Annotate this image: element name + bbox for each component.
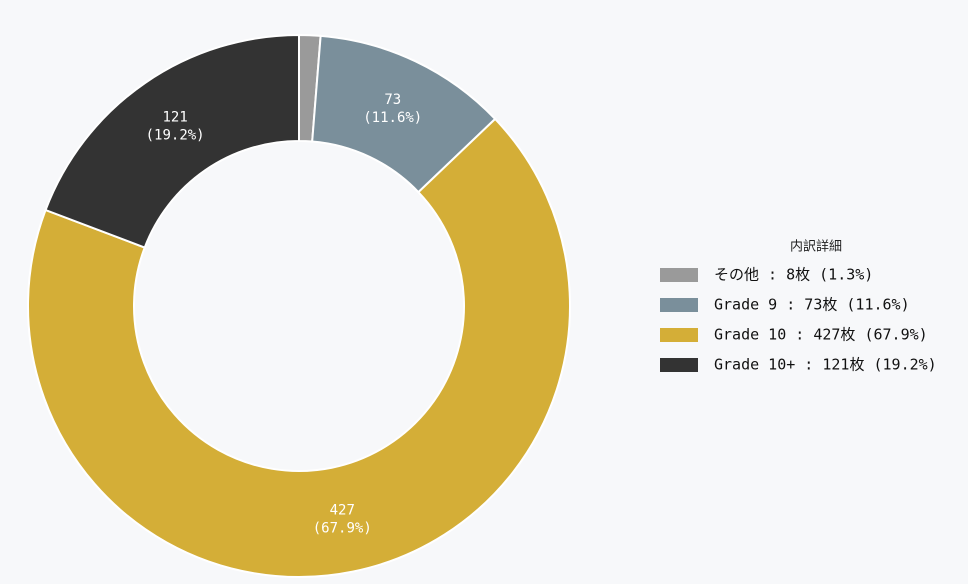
data-label: 121 (19.2%) [146,110,205,144]
legend-swatch [660,328,698,342]
legend-label: Grade 9 : 73枚 (11.6%) [714,296,910,314]
data-label-line: (11.6%) [363,110,422,126]
legend-label: Grade 10 : 427枚 (67.9%) [714,326,928,344]
data-label-line: (67.9%) [313,521,372,537]
legend-swatch [660,268,698,282]
data-label: 427 (67.9%) [313,503,372,537]
data-label-line: 73 [384,92,401,108]
legend-label: Grade 10+ : 121枚 (19.2%) [714,356,937,374]
legend-swatch [660,358,698,372]
data-label-line: 121 [162,110,187,126]
donut-slice [44,33,300,249]
legend-swatch [660,298,698,312]
donut-slice [27,117,571,578]
data-label: 73 (11.6%) [363,92,422,126]
data-label-line: (19.2%) [146,128,205,144]
legend-label: その他 : 8枚 (1.3%) [714,266,873,284]
legend-title: 内訳詳細 [790,239,842,255]
data-label-line: 427 [330,503,355,519]
